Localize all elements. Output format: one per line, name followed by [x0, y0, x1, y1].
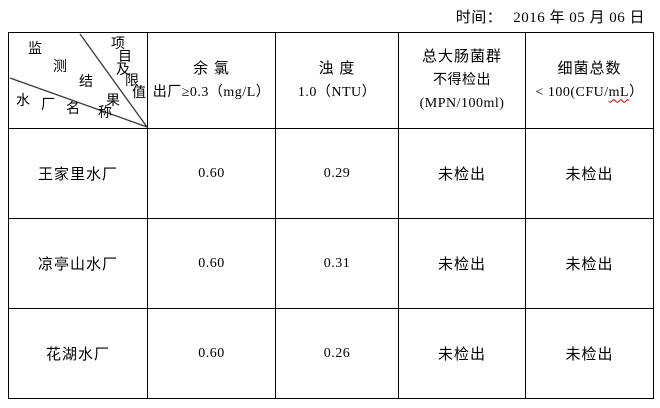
diag-label-monitor-result: 测: [53, 60, 67, 75]
col-header-bacteria-count: 细菌总数 < 100(CFU/mL）: [525, 32, 654, 129]
col-header-title: 浊 度: [318, 60, 356, 77]
diag-label-project-limit: 限: [125, 74, 139, 89]
col-header-title: 余 氯: [193, 60, 230, 77]
turbidity-value-cell: 0.29: [275, 128, 399, 219]
time-value: 2016 年 05 月 06 日: [513, 10, 645, 26]
col-header-title: 总大肠菌群: [421, 49, 502, 65]
diagonal-divider-lines: [9, 33, 147, 128]
diag-label-project-limit: 目: [118, 50, 132, 65]
col-header-total-coliform: 总大肠菌群 不得检出 (MPN/100ml): [398, 32, 526, 129]
diag-label-monitor-result: 监: [28, 42, 42, 57]
diagonal-header-cell: 监 测 结 果 项 目 及 限 值 水 厂 名 称: [8, 32, 148, 129]
table-row: 凉亭山水厂 0.60 0.31 未检出 未检出: [8, 218, 654, 309]
col-header-limit: 出厂≥0.3（mg/L）: [152, 84, 271, 100]
bacteria-value-cell: 未检出: [525, 128, 654, 219]
coliform-value-cell: 未检出: [398, 128, 526, 219]
table-header-row: 监 测 结 果 项 目 及 限 值 水 厂 名 称 余 氯 出厂≥0.3（mg/…: [8, 32, 654, 129]
coliform-value-cell: 未检出: [398, 308, 526, 399]
turbidity-value-cell: 0.26: [275, 308, 399, 399]
bacteria-value-cell: 未检出: [525, 308, 654, 399]
diag-label-plant-name: 水: [16, 94, 30, 109]
diag-label-plant-name: 名: [66, 102, 80, 117]
col-header-unit: (MPN/100ml): [419, 96, 505, 111]
chlorine-value-cell: 0.60: [147, 128, 276, 219]
table-row: 王家里水厂 0.60 0.29 未检出 未检出: [8, 128, 654, 219]
limit-text: < 100(CFU/: [535, 84, 609, 100]
plant-name-cell: 凉亭山水厂: [8, 218, 148, 309]
spellcheck-flagged-text: mL: [608, 84, 630, 100]
col-header-limit: 1.0（NTU）: [297, 84, 377, 100]
diag-label-project-limit: 项: [111, 37, 125, 52]
plant-name-cell: 王家里水厂: [8, 128, 148, 219]
chlorine-value-cell: 0.60: [147, 218, 276, 309]
limit-text: ）: [629, 84, 644, 100]
document-date-line: 时间： 2016 年 05 月 06 日: [0, 6, 645, 27]
plant-name-cell: 花湖水厂: [8, 308, 148, 399]
diag-label-plant-name: 称: [98, 106, 112, 121]
col-header-limit: < 100(CFU/mL）: [526, 81, 653, 104]
diag-label-monitor-result: 结: [79, 75, 93, 90]
turbidity-value-cell: 0.31: [275, 218, 399, 309]
col-header-title: 细菌总数: [557, 60, 622, 77]
diag-label-project-limit: 及: [116, 63, 130, 78]
diag-label-monitor-result: 果: [106, 94, 120, 109]
chlorine-value-cell: 0.60: [147, 308, 276, 399]
col-header-limit: 不得检出: [433, 73, 491, 88]
col-header-turbidity: 浊 度 1.0（NTU）: [275, 32, 399, 129]
diag-label-plant-name: 厂: [41, 98, 55, 113]
col-header-residual-chlorine: 余 氯 出厂≥0.3（mg/L）: [147, 32, 276, 129]
bacteria-value-cell: 未检出: [525, 218, 654, 309]
table-row: 花湖水厂 0.60 0.26 未检出 未检出: [8, 308, 654, 399]
coliform-value-cell: 未检出: [398, 218, 526, 309]
water-quality-table: 监 测 结 果 项 目 及 限 值 水 厂 名 称 余 氯 出厂≥0.3（mg/…: [8, 32, 654, 399]
time-label: 时间：: [455, 10, 503, 26]
diag-label-project-limit: 值: [132, 86, 146, 101]
